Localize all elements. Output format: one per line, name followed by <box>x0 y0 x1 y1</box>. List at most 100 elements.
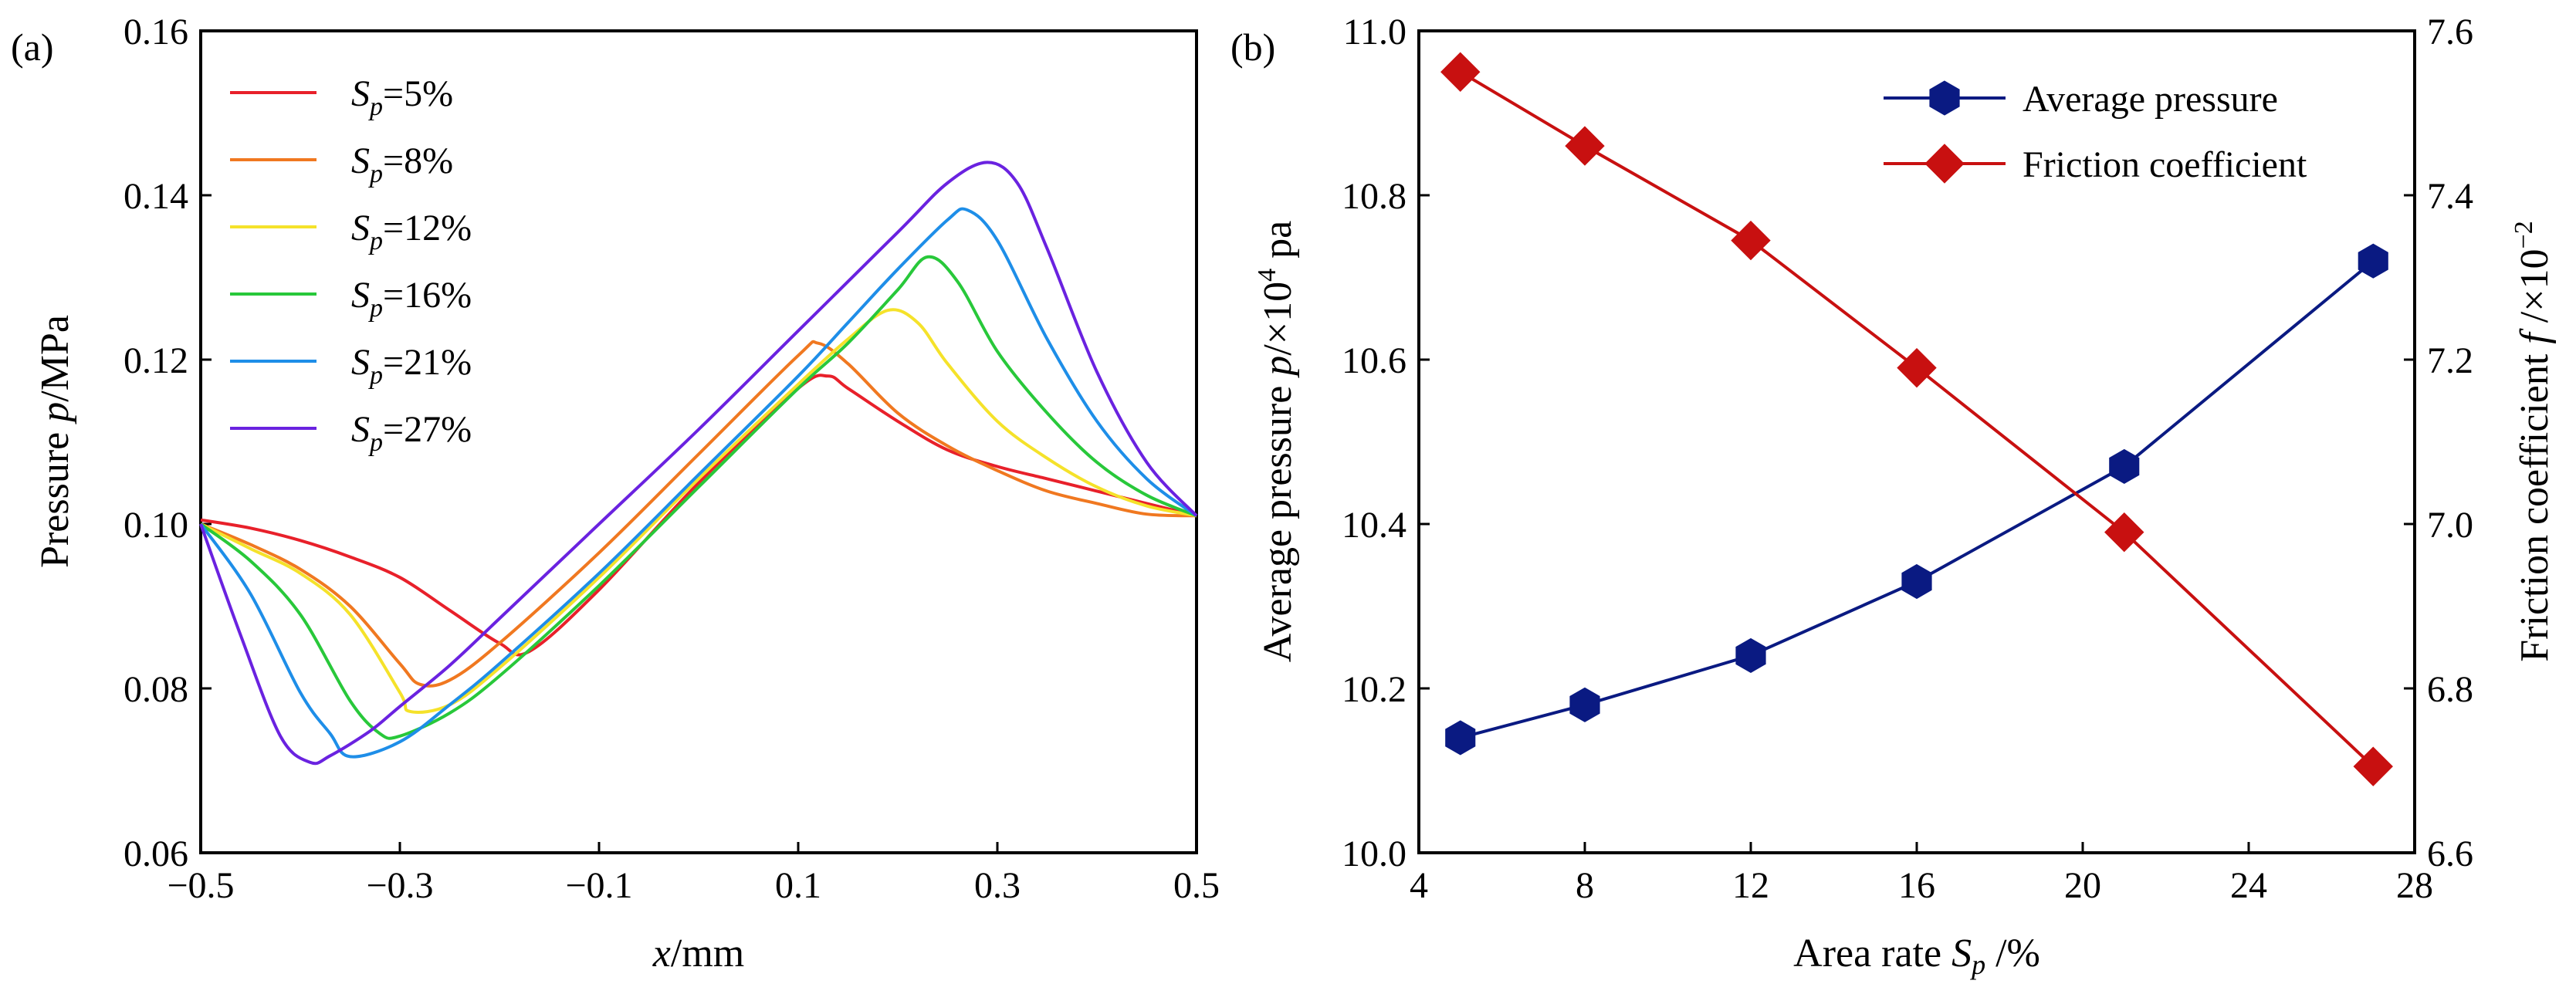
legend-sub: p <box>368 361 383 390</box>
panel-b-yl-exp: 4 <box>1253 269 1281 282</box>
panel-a-legend-label: Sp=27% <box>351 409 472 457</box>
panel-a-legend-label: Sp=8% <box>351 140 453 188</box>
panel-b-right-y-axis: 6.6 6.8 7.0 7.2 7.4 7.6 <box>2404 12 2473 874</box>
panel-b-left-y-tick-label: 11.0 <box>1343 12 1406 52</box>
panel-a-y-tick-label: 0.08 <box>124 669 188 710</box>
panel-b-data-point-1 <box>1440 52 1481 92</box>
panel-a-y-axis-title: Pressure p/MPa <box>33 315 77 568</box>
panel-a-y-var: p <box>33 402 77 425</box>
panel-b-right-y-tick-label: 7.2 <box>2427 340 2473 381</box>
panel-b-left-y-tick-label: 10.4 <box>1342 505 1406 546</box>
panel-b-x-unit: /% <box>1985 931 2040 975</box>
panel-b-yl-prefix: Average pressure <box>1256 376 1300 663</box>
panel-b-label: (b) <box>1230 25 1275 69</box>
panel-b-data-point-0 <box>1569 687 1600 722</box>
panel-a-legend-label: Sp=12% <box>351 208 472 255</box>
panel-b-data-point-0 <box>1445 720 1476 756</box>
panel-b-x-tick-label: 12 <box>1732 865 1769 906</box>
panel-a-legend-label: Sp=5% <box>351 73 453 121</box>
legend-value: =12% <box>383 208 472 248</box>
legend-sub: p <box>368 93 383 121</box>
legend-var: S <box>351 342 370 383</box>
panel-b-right-y-tick-label: 6.8 <box>2427 669 2473 710</box>
panel-b-x-var: S <box>1951 931 1972 975</box>
panel-a-x-tick-label: 0.5 <box>1173 865 1220 906</box>
panel-b-yl-var: p <box>1256 356 1300 379</box>
panel-b-data-point-0 <box>1901 563 1932 600</box>
legend-var: S <box>351 73 370 114</box>
legend-sub: p <box>368 294 383 323</box>
legend-var: S <box>351 140 370 181</box>
panel-b-series <box>1440 52 2393 786</box>
panel-b-data-point-0 <box>1735 637 1766 673</box>
panel-b-x-axis-title: Area rate Sp /% <box>1793 931 2040 980</box>
panel-a-y-unit: /MPa <box>33 315 77 402</box>
panel-b-data-point-1 <box>2104 512 2144 553</box>
panel-a-legend-label: Sp=16% <box>351 275 472 323</box>
panel-b-data-point-1 <box>1897 347 1937 388</box>
panel-a-label: (a) <box>11 25 54 69</box>
panel-b: (b) 4 8 12 16 20 24 28 10.0 10.2 10.4 10.6 10.8 11.… <box>1230 12 2557 980</box>
legend-value: =8% <box>383 140 453 181</box>
panel-b-x-tick-label: 4 <box>1410 865 1428 906</box>
panel-a-legend: Sp=5%Sp=8%Sp=12%Sp=16%Sp=21%Sp=27% <box>230 73 472 457</box>
panel-b-x-tick-label: 16 <box>1898 865 1935 906</box>
panel-a-series-line-0 <box>200 374 1197 657</box>
panel-b-right-y-tick-label: 6.6 <box>2427 833 2473 874</box>
legend-var: S <box>351 409 370 450</box>
panel-b-series-line-1 <box>1459 70 2375 768</box>
panel-b-x-tick-label: 24 <box>2230 865 2267 906</box>
panel-a-y-axis: 0.06 0.08 0.10 0.12 0.14 0.16 <box>124 12 212 874</box>
panel-b-legend: Average pressure Friction coefficient <box>1884 79 2307 185</box>
panel-a-x-tick-label: 0.1 <box>775 865 821 906</box>
panel-b-x-axis: 4 8 12 16 20 24 28 <box>1410 842 2433 906</box>
panel-a-x-var: x <box>652 931 671 975</box>
panel-a-series-lines <box>199 161 1198 766</box>
panel-a-y-tick-label: 0.12 <box>124 340 188 381</box>
panel-b-x-tick-label: 20 <box>2064 865 2101 906</box>
panel-b-x-tick-label: 8 <box>1576 865 1594 906</box>
panel-b-left-y-tick-label: 10.8 <box>1342 176 1406 217</box>
panel-b-data-point-1 <box>1565 126 1605 166</box>
panel-b-left-y-axis: 10.0 10.2 10.4 10.6 10.8 11.0 <box>1342 12 1430 874</box>
panel-a-x-tick-label: −0.1 <box>565 865 632 906</box>
panel-b-x-tick-label: 28 <box>2396 865 2433 906</box>
legend-value: =27% <box>383 409 472 450</box>
panel-b-yl-tail: pa <box>1256 221 1300 269</box>
panel-a-x-axis-title: x/mm <box>652 931 744 975</box>
panel-b-yr-exp: −2 <box>2510 221 2538 248</box>
panel-b-right-y-tick-label: 7.4 <box>2427 176 2473 217</box>
panel-b-left-y-tick-label: 10.6 <box>1342 340 1406 381</box>
panel-b-x-sub: p <box>1969 949 1985 980</box>
panel-b-data-point-1 <box>1731 220 1771 261</box>
panel-b-yl-unit: /×10 <box>1256 282 1300 356</box>
panel-b-yr-prefix: Friction coefficient <box>2513 344 2557 662</box>
panel-a-legend-label: Sp=21% <box>351 342 472 390</box>
panel-b-x-prefix: Area rate <box>1793 931 1951 975</box>
panel-b-data-point-1 <box>2353 746 2393 786</box>
panel-a-x-tick-label: −0.5 <box>167 865 234 906</box>
panel-b-data-point-0 <box>2358 243 2388 279</box>
panel-b-legend-marker <box>1929 80 1960 116</box>
panel-a-plot-frame <box>199 29 1198 854</box>
panel-a-y-tick-label: 0.06 <box>124 833 188 874</box>
panel-a: (a) −0.5 −0.3 −0.1 0.1 0.3 0.5 0.060.080.100.… <box>11 12 1220 975</box>
panel-a-series-line-2 <box>200 308 1197 714</box>
panel-a-series-line-4 <box>199 207 1198 759</box>
legend-value: =21% <box>383 342 472 383</box>
legend-var: S <box>351 208 370 248</box>
panel-b-right-y-tick-label: 7.6 <box>2427 12 2473 52</box>
panel-b-right-y-tick-label: 7.0 <box>2427 505 2473 546</box>
legend-sub: p <box>368 428 383 457</box>
panel-a-y-prefix: Pressure <box>33 422 77 568</box>
panel-b-left-y-axis-title: Average pressure p/×104 pa <box>1253 221 1300 662</box>
panel-b-legend-marker <box>1924 144 1965 184</box>
panel-a-y-tick-label: 0.16 <box>124 12 188 52</box>
panel-b-legend-label: Friction coefficient <box>2023 144 2307 185</box>
panel-a-series-line-3 <box>199 255 1197 740</box>
panel-a-y-tick-label: 0.10 <box>124 505 188 546</box>
panel-a-y-tick-label: 0.14 <box>124 176 188 217</box>
panel-a-x-unit: /mm <box>671 931 744 975</box>
legend-sub: p <box>368 227 383 255</box>
